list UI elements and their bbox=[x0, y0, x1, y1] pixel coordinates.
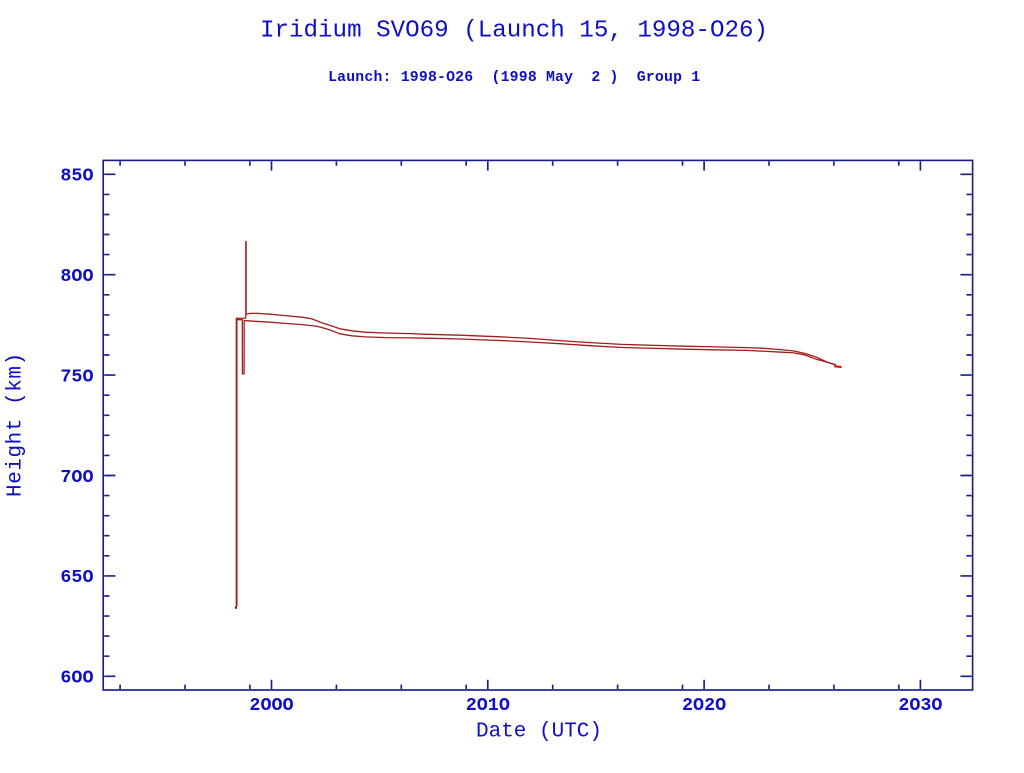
svg-text:2O2O: 2O2O bbox=[682, 695, 726, 716]
svg-text:85O: 85O bbox=[60, 166, 93, 187]
svg-text:7OO: 7OO bbox=[60, 467, 93, 488]
svg-text:Height (km): Height (km) bbox=[5, 352, 28, 497]
svg-text:Iridium SVO69 (Launch 15, 1998: Iridium SVO69 (Launch 15, 1998-O26) bbox=[260, 17, 768, 44]
svg-text:Date (UTC): Date (UTC) bbox=[476, 721, 602, 744]
svg-text:2O1O: 2O1O bbox=[466, 695, 510, 716]
svg-text:75O: 75O bbox=[60, 366, 93, 387]
svg-text:2OOO: 2OOO bbox=[249, 695, 293, 716]
svg-text:65O: 65O bbox=[60, 567, 93, 588]
svg-text:8OO: 8OO bbox=[60, 266, 93, 287]
svg-text:Launch: 1998-O26 (1998 May 2: Launch: 1998-O26 (1998 May 2 ) Group 1 bbox=[328, 70, 700, 86]
svg-text:2O3O: 2O3O bbox=[898, 695, 942, 716]
svg-text:6OO: 6OO bbox=[60, 668, 93, 689]
